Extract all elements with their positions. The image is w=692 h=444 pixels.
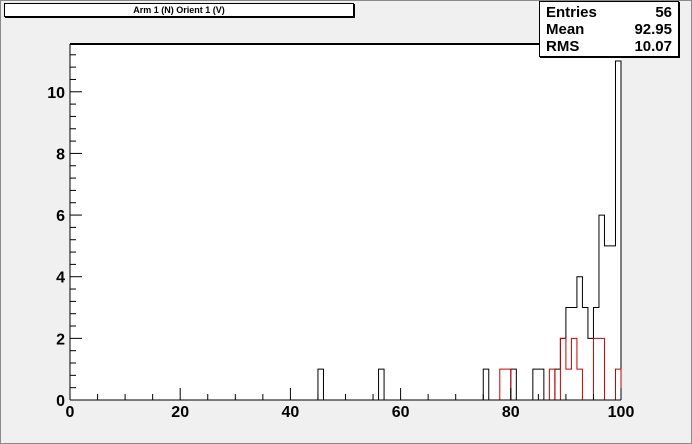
mean-label: Mean	[546, 21, 585, 38]
rms-label: RMS	[546, 38, 580, 55]
entries-label: Entries	[546, 4, 597, 21]
x-tick-label: 40	[282, 404, 300, 421]
stats-mean-row: Mean 92.95	[546, 21, 672, 38]
y-tick-label: 6	[56, 208, 65, 225]
y-tick-label: 4	[56, 270, 65, 287]
y-tick-label: 2	[56, 331, 65, 348]
x-tick-label: 80	[502, 404, 520, 421]
y-tick-label: 10	[47, 85, 65, 102]
plot-area	[70, 44, 621, 400]
rms-value: 10.07	[634, 38, 672, 55]
y-tick-label: 0	[56, 393, 65, 410]
histogram-title: Arm 1 (N) Orient 1 (V)	[4, 3, 354, 17]
stats-rms-row: RMS 10.07	[546, 38, 672, 55]
x-tick-label: 20	[171, 404, 189, 421]
x-tick-label: 100	[608, 404, 635, 421]
entries-value: 56	[655, 4, 672, 21]
x-tick-label: 0	[66, 404, 75, 421]
mean-value: 92.95	[634, 21, 672, 38]
y-tick-label: 8	[56, 146, 65, 163]
stats-entries-row: Entries 56	[546, 4, 672, 21]
stats-box: Entries 56 Mean 92.95 RMS 10.07	[539, 1, 679, 57]
x-tick-label: 60	[392, 404, 410, 421]
